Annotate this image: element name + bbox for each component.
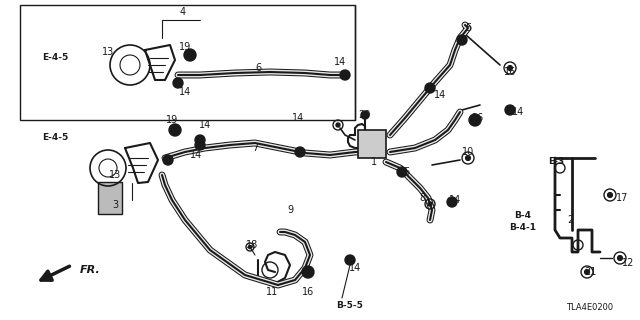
Circle shape	[184, 49, 196, 61]
Text: 14: 14	[334, 57, 346, 67]
Text: 1: 1	[371, 157, 377, 167]
Circle shape	[340, 70, 350, 80]
Circle shape	[336, 123, 340, 127]
Text: TLA4E0200: TLA4E0200	[566, 303, 614, 313]
Circle shape	[457, 35, 467, 45]
Text: 18: 18	[246, 240, 258, 250]
Text: B-5-5: B-5-5	[337, 300, 364, 309]
Text: B-4-1: B-4-1	[509, 222, 536, 231]
Circle shape	[584, 269, 589, 274]
Circle shape	[295, 147, 305, 157]
Text: 3: 3	[112, 200, 118, 210]
Text: 19: 19	[166, 115, 178, 125]
Circle shape	[302, 266, 314, 278]
Text: 6: 6	[255, 63, 261, 73]
Circle shape	[505, 105, 515, 115]
Text: FR.: FR.	[80, 265, 100, 275]
Text: 13: 13	[102, 47, 114, 57]
Text: B-4: B-4	[515, 211, 531, 220]
Circle shape	[345, 255, 355, 265]
Text: E-3: E-3	[548, 157, 564, 166]
Text: 10: 10	[462, 147, 474, 157]
Circle shape	[195, 135, 205, 145]
Text: 12: 12	[622, 258, 634, 268]
Text: 15: 15	[399, 167, 411, 177]
Text: 5: 5	[465, 23, 471, 33]
Text: 14: 14	[190, 150, 202, 160]
Text: 7: 7	[252, 143, 258, 153]
Circle shape	[508, 66, 513, 70]
Circle shape	[466, 156, 470, 160]
Text: 20: 20	[358, 110, 371, 120]
Text: 14: 14	[349, 263, 361, 273]
Circle shape	[361, 111, 369, 119]
Circle shape	[173, 78, 183, 88]
Circle shape	[397, 167, 407, 177]
Bar	[20, 5, 355, 120]
Circle shape	[425, 83, 435, 93]
Circle shape	[618, 256, 622, 260]
Circle shape	[607, 193, 612, 197]
Circle shape	[447, 197, 457, 207]
Bar	[98, 182, 122, 214]
Text: 14: 14	[434, 90, 446, 100]
Text: 14: 14	[449, 195, 461, 205]
Circle shape	[195, 140, 205, 150]
Text: 11: 11	[266, 287, 278, 297]
Text: 16: 16	[504, 67, 516, 77]
Circle shape	[469, 114, 481, 126]
Text: 14: 14	[292, 113, 304, 123]
Text: 9: 9	[287, 205, 293, 215]
Circle shape	[163, 155, 173, 165]
Text: 16: 16	[302, 287, 314, 297]
Text: E-4-5: E-4-5	[42, 133, 68, 142]
Text: 14: 14	[199, 120, 211, 130]
Text: E-4-5: E-4-5	[42, 53, 68, 62]
Text: 21: 21	[584, 267, 596, 277]
Text: 13: 13	[109, 170, 121, 180]
Text: 16: 16	[472, 113, 484, 123]
Text: 14: 14	[179, 87, 191, 97]
Text: 8: 8	[419, 193, 425, 203]
Text: 14: 14	[512, 107, 524, 117]
Circle shape	[248, 245, 252, 249]
Text: 17: 17	[616, 193, 628, 203]
Text: 2: 2	[567, 215, 573, 225]
Circle shape	[169, 124, 181, 136]
Text: 19: 19	[179, 42, 191, 52]
Text: 4: 4	[180, 7, 186, 17]
Circle shape	[428, 202, 432, 206]
Bar	[358, 130, 386, 158]
